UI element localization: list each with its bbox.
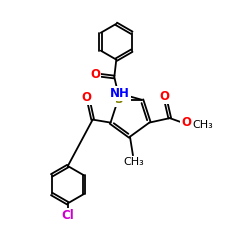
Text: O: O [182,116,192,129]
Text: CH₃: CH₃ [124,157,144,167]
Text: O: O [160,90,170,104]
Text: CH₃: CH₃ [193,120,214,130]
Text: Cl: Cl [62,209,74,222]
Text: NH: NH [110,87,130,100]
Text: S: S [114,93,122,106]
Text: O: O [90,68,100,81]
Text: O: O [81,91,91,104]
